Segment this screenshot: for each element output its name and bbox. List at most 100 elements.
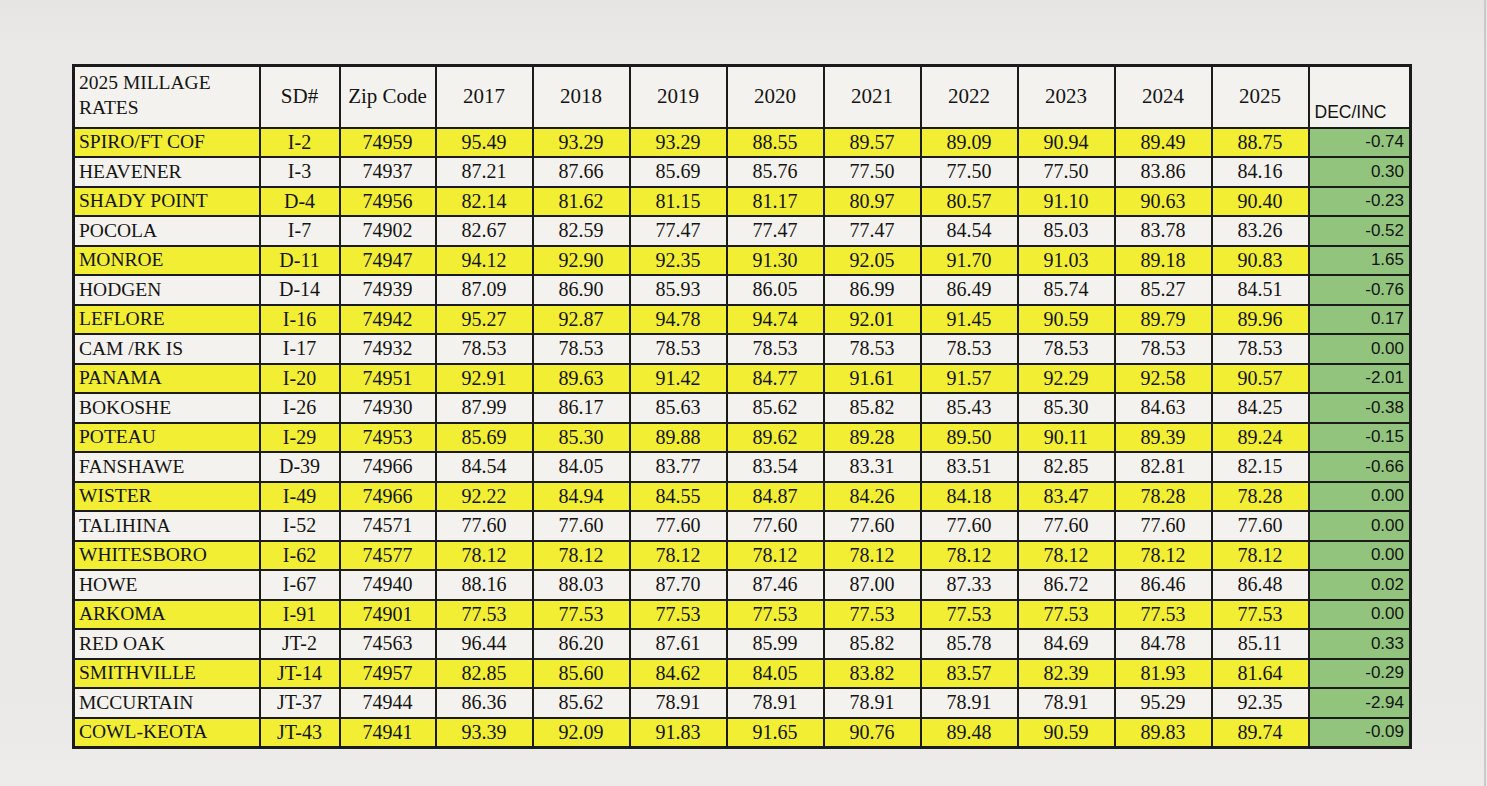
rate-2024-cell: 90.63	[1115, 187, 1212, 217]
sd-number-cell: I-17	[260, 334, 340, 364]
rate-2021-cell: 85.82	[824, 629, 921, 659]
rate-2021-cell: 89.28	[824, 423, 921, 453]
rate-2020-cell: 85.99	[727, 629, 824, 659]
sd-number-cell: I-2	[260, 128, 340, 158]
district-row: RED OAKJT-27456396.4486.2087.6185.9985.8…	[74, 629, 1411, 659]
rate-2025-cell: 77.60	[1212, 511, 1309, 541]
sd-number-cell: JT-14	[260, 659, 340, 689]
rate-2020-cell: 89.62	[727, 423, 824, 453]
district-row: POTEAUI-297495385.6985.3089.8889.6289.28…	[74, 423, 1411, 453]
zip-code-cell: 74953	[340, 423, 436, 453]
rate-2023-cell: 92.29	[1018, 364, 1115, 394]
rate-2017-cell: 77.53	[436, 600, 533, 630]
rate-2021-cell: 78.12	[824, 541, 921, 571]
district-row: BOKOSHEI-267493087.9986.1785.6385.6285.8…	[74, 393, 1411, 423]
rate-2024-cell: 89.49	[1115, 128, 1212, 158]
sd-number-cell: I-20	[260, 364, 340, 394]
district-row: TALIHINAI-527457177.6077.6077.6077.6077.…	[74, 511, 1411, 541]
rate-2021-cell: 92.01	[824, 305, 921, 335]
rate-2022-cell: 78.53	[921, 334, 1018, 364]
district-row: WISTERI-497496692.2284.9484.5584.8784.26…	[74, 482, 1411, 512]
district-name-cell: TALIHINA	[74, 511, 260, 541]
district-row: CAM /RK ISI-177493278.5378.5378.5378.537…	[74, 334, 1411, 364]
header-year-2024: 2024	[1115, 66, 1212, 128]
zip-code-cell: 74942	[340, 305, 436, 335]
rate-2018-cell: 82.59	[533, 216, 630, 246]
rate-2017-cell: 95.49	[436, 128, 533, 158]
district-row: POCOLAI-77490282.6782.5977.4777.4777.478…	[74, 216, 1411, 246]
dec-inc-cell: 0.00	[1309, 482, 1411, 512]
rate-2025-cell: 83.26	[1212, 216, 1309, 246]
district-name-cell: LEFLORE	[74, 305, 260, 335]
rate-2024-cell: 77.60	[1115, 511, 1212, 541]
dec-inc-cell: -0.38	[1309, 393, 1411, 423]
rate-2023-cell: 83.47	[1018, 482, 1115, 512]
rate-2021-cell: 84.26	[824, 482, 921, 512]
rate-2022-cell: 83.57	[921, 659, 1018, 689]
rate-2022-cell: 85.78	[921, 629, 1018, 659]
rate-2025-cell: 90.57	[1212, 364, 1309, 394]
rate-2022-cell: 83.51	[921, 452, 1018, 482]
rate-2025-cell: 81.64	[1212, 659, 1309, 689]
district-row: PANAMAI-207495192.9189.6391.4284.7791.61…	[74, 364, 1411, 394]
zip-code-cell: 74951	[340, 364, 436, 394]
district-row: MCCURTAINJT-377494486.3685.6278.9178.917…	[74, 688, 1411, 718]
rate-2025-cell: 77.53	[1212, 600, 1309, 630]
rate-2020-cell: 78.91	[727, 688, 824, 718]
rate-2023-cell: 90.11	[1018, 423, 1115, 453]
sd-number-cell: D-14	[260, 275, 340, 305]
rate-2023-cell: 90.59	[1018, 305, 1115, 335]
rate-2018-cell: 84.05	[533, 452, 630, 482]
district-name-cell: WISTER	[74, 482, 260, 512]
header-year-2025: 2025	[1212, 66, 1309, 128]
rate-2024-cell: 89.39	[1115, 423, 1212, 453]
district-name-cell: POCOLA	[74, 216, 260, 246]
header-sd-number: SD#	[260, 66, 340, 128]
rate-2017-cell: 78.53	[436, 334, 533, 364]
rate-2019-cell: 85.93	[630, 275, 727, 305]
rate-2025-cell: 89.24	[1212, 423, 1309, 453]
rate-2020-cell: 87.46	[727, 570, 824, 600]
rate-2023-cell: 82.39	[1018, 659, 1115, 689]
district-row: ARKOMAI-917490177.5377.5377.5377.5377.53…	[74, 600, 1411, 630]
district-name-cell: PANAMA	[74, 364, 260, 394]
rate-2025-cell: 86.48	[1212, 570, 1309, 600]
rate-2019-cell: 85.63	[630, 393, 727, 423]
rate-2025-cell: 78.53	[1212, 334, 1309, 364]
district-row: WHITESBOROI-627457778.1278.1278.1278.127…	[74, 541, 1411, 571]
sd-number-cell: I-62	[260, 541, 340, 571]
rate-2018-cell: 85.30	[533, 423, 630, 453]
district-name-cell: HEAVENER	[74, 157, 260, 187]
header-year-2022: 2022	[921, 66, 1018, 128]
rate-2023-cell: 90.59	[1018, 718, 1115, 748]
rate-2021-cell: 77.53	[824, 600, 921, 630]
rate-2019-cell: 81.15	[630, 187, 727, 217]
rate-2020-cell: 85.62	[727, 393, 824, 423]
header-year-2017: 2017	[436, 66, 533, 128]
dec-inc-cell: -2.01	[1309, 364, 1411, 394]
dec-inc-cell: -0.66	[1309, 452, 1411, 482]
rate-2023-cell: 78.12	[1018, 541, 1115, 571]
rate-2019-cell: 77.47	[630, 216, 727, 246]
rate-2023-cell: 77.60	[1018, 511, 1115, 541]
rate-2019-cell: 91.83	[630, 718, 727, 748]
dec-inc-cell: 0.00	[1309, 334, 1411, 364]
rate-2020-cell: 78.12	[727, 541, 824, 571]
rate-2018-cell: 87.66	[533, 157, 630, 187]
rate-2017-cell: 93.39	[436, 718, 533, 748]
rate-2017-cell: 85.69	[436, 423, 533, 453]
rate-2021-cell: 77.60	[824, 511, 921, 541]
rate-2017-cell: 94.12	[436, 246, 533, 276]
rate-2022-cell: 78.91	[921, 688, 1018, 718]
zip-code-cell: 74940	[340, 570, 436, 600]
rate-2023-cell: 78.91	[1018, 688, 1115, 718]
dec-inc-cell: 0.00	[1309, 541, 1411, 571]
rate-2019-cell: 84.55	[630, 482, 727, 512]
rate-2021-cell: 90.76	[824, 718, 921, 748]
rate-2021-cell: 83.82	[824, 659, 921, 689]
dec-inc-cell: -0.23	[1309, 187, 1411, 217]
rate-2022-cell: 77.53	[921, 600, 1018, 630]
rate-2019-cell: 78.12	[630, 541, 727, 571]
rate-2019-cell: 77.53	[630, 600, 727, 630]
dec-inc-cell: -0.74	[1309, 128, 1411, 158]
